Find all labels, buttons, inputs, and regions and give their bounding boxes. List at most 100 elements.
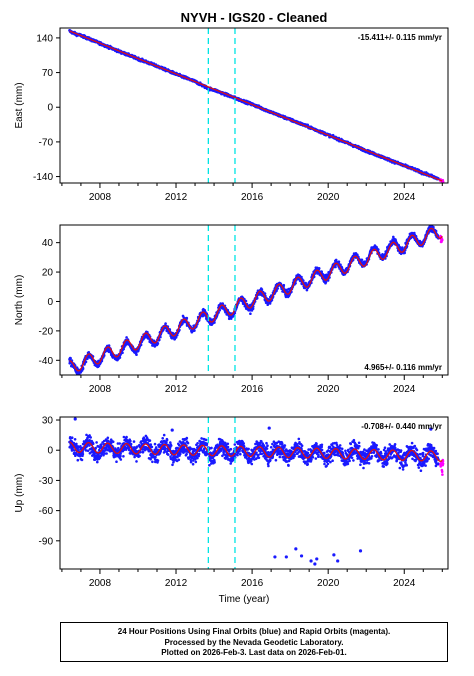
model-fit-line: [69, 227, 443, 372]
final-orbit-point: [165, 450, 168, 454]
y-axis-label: North (mm): [14, 275, 25, 326]
final-orbit-point: [413, 231, 416, 235]
final-orbit-point: [317, 267, 321, 270]
final-orbit-point: [81, 452, 85, 456]
final-orbit-point: [89, 436, 92, 439]
final-orbit-point: [81, 367, 85, 371]
final-orbit-point: [162, 451, 166, 454]
final-orbit-point: [133, 455, 136, 459]
final-orbit-point: [74, 454, 77, 458]
final-orbit-point: [165, 441, 168, 444]
final-orbit-point: [125, 336, 128, 339]
final-orbit-point: [189, 460, 193, 464]
final-orbit-point: [169, 455, 172, 459]
final-orbit-point: [337, 260, 341, 264]
final-orbit-point: [208, 463, 211, 467]
final-orbit-point: [377, 248, 380, 251]
final-orbit-point: [86, 449, 90, 453]
x-tick-label: 2012: [165, 192, 188, 203]
final-orbit-point: [100, 443, 103, 446]
final-orbit-point: [174, 336, 178, 339]
final-orbit-point: [432, 225, 435, 229]
final-orbit-point: [119, 458, 123, 461]
final-orbit-point: [154, 455, 157, 459]
final-orbit-point: [141, 448, 144, 451]
final-orbit-point: [70, 436, 74, 440]
final-orbit-point: [143, 336, 146, 340]
final-orbit-point: [158, 338, 161, 342]
final-orbit-point: [73, 438, 77, 441]
final-orbit-point: [119, 452, 122, 455]
final-orbit-point: [80, 458, 84, 462]
final-orbit-point: [119, 454, 122, 458]
x-tick-label: 2016: [241, 192, 264, 203]
final-orbit-point: [107, 344, 111, 347]
final-orbit-point: [171, 463, 174, 467]
plot-area: [68, 29, 445, 183]
final-orbit-point: [142, 436, 146, 440]
figure-title: NYVH - IGS20 - Cleaned: [181, 10, 328, 25]
final-orbit-point: [117, 446, 120, 450]
final-orbit-point: [122, 347, 125, 351]
final-orbit-point: [204, 438, 208, 442]
x-tick-label: 2020: [317, 192, 340, 203]
final-orbit-point: [84, 449, 88, 452]
rate-label: -15.411+/- 0.115 mm/yr: [358, 33, 442, 42]
x-tick-label: 2008: [89, 384, 112, 395]
final-orbit-point: [166, 453, 170, 456]
x-tick-label: 2012: [165, 384, 188, 395]
final-orbit-point: [189, 458, 193, 462]
final-orbit-point: [135, 353, 138, 357]
final-orbit-point: [149, 443, 153, 446]
final-orbit-point: [392, 235, 395, 239]
final-orbit-point: [251, 307, 255, 311]
x-tick-label: 2008: [89, 192, 112, 203]
final-orbit-point: [153, 442, 157, 446]
final-orbit-point: [148, 439, 152, 442]
final-orbit-point: [76, 458, 80, 462]
final-orbit-point: [193, 329, 196, 332]
final-orbit-point: [304, 281, 308, 285]
final-orbit-point: [122, 455, 125, 458]
final-orbit-point: [122, 435, 126, 439]
y-tick-label: -40: [39, 356, 54, 367]
final-orbit-point: [175, 333, 179, 337]
final-orbit-point: [339, 263, 342, 267]
final-orbit-point: [105, 452, 108, 455]
x-tick-label: 2016: [241, 384, 264, 395]
panel-frame: [59, 224, 449, 376]
final-orbit-point: [129, 439, 132, 443]
final-orbit-point: [196, 456, 199, 460]
final-orbit-point: [179, 452, 182, 456]
final-orbit-point: [85, 444, 89, 448]
final-orbit-point: [197, 452, 201, 456]
final-orbit-point: [136, 445, 139, 448]
final-orbit-point: [205, 442, 209, 446]
final-orbit-point: [186, 441, 190, 445]
final-orbit-point: [185, 436, 189, 440]
y-tick-label: 0: [47, 297, 53, 308]
final-orbit-point: [135, 460, 138, 463]
y-axis-label: East (mm): [14, 82, 25, 128]
final-orbit-point: [149, 457, 152, 461]
y-tick-label: 0: [47, 103, 53, 114]
y-tick-label: -70: [39, 137, 54, 148]
final-orbit-point: [121, 351, 124, 355]
final-orbit-point: [125, 435, 128, 439]
plot-area: [68, 417, 445, 566]
final-orbit-point: [102, 439, 106, 443]
final-orbit-point: [324, 280, 328, 284]
final-orbit-point: [185, 316, 189, 320]
final-orbit-point: [98, 448, 101, 452]
final-orbit-point: [194, 460, 198, 464]
final-orbit-point: [99, 454, 103, 458]
final-orbit-point: [95, 441, 98, 444]
final-orbit-point: [233, 311, 237, 315]
final-orbit-point: [334, 265, 337, 269]
final-orbit-point: [185, 452, 188, 456]
